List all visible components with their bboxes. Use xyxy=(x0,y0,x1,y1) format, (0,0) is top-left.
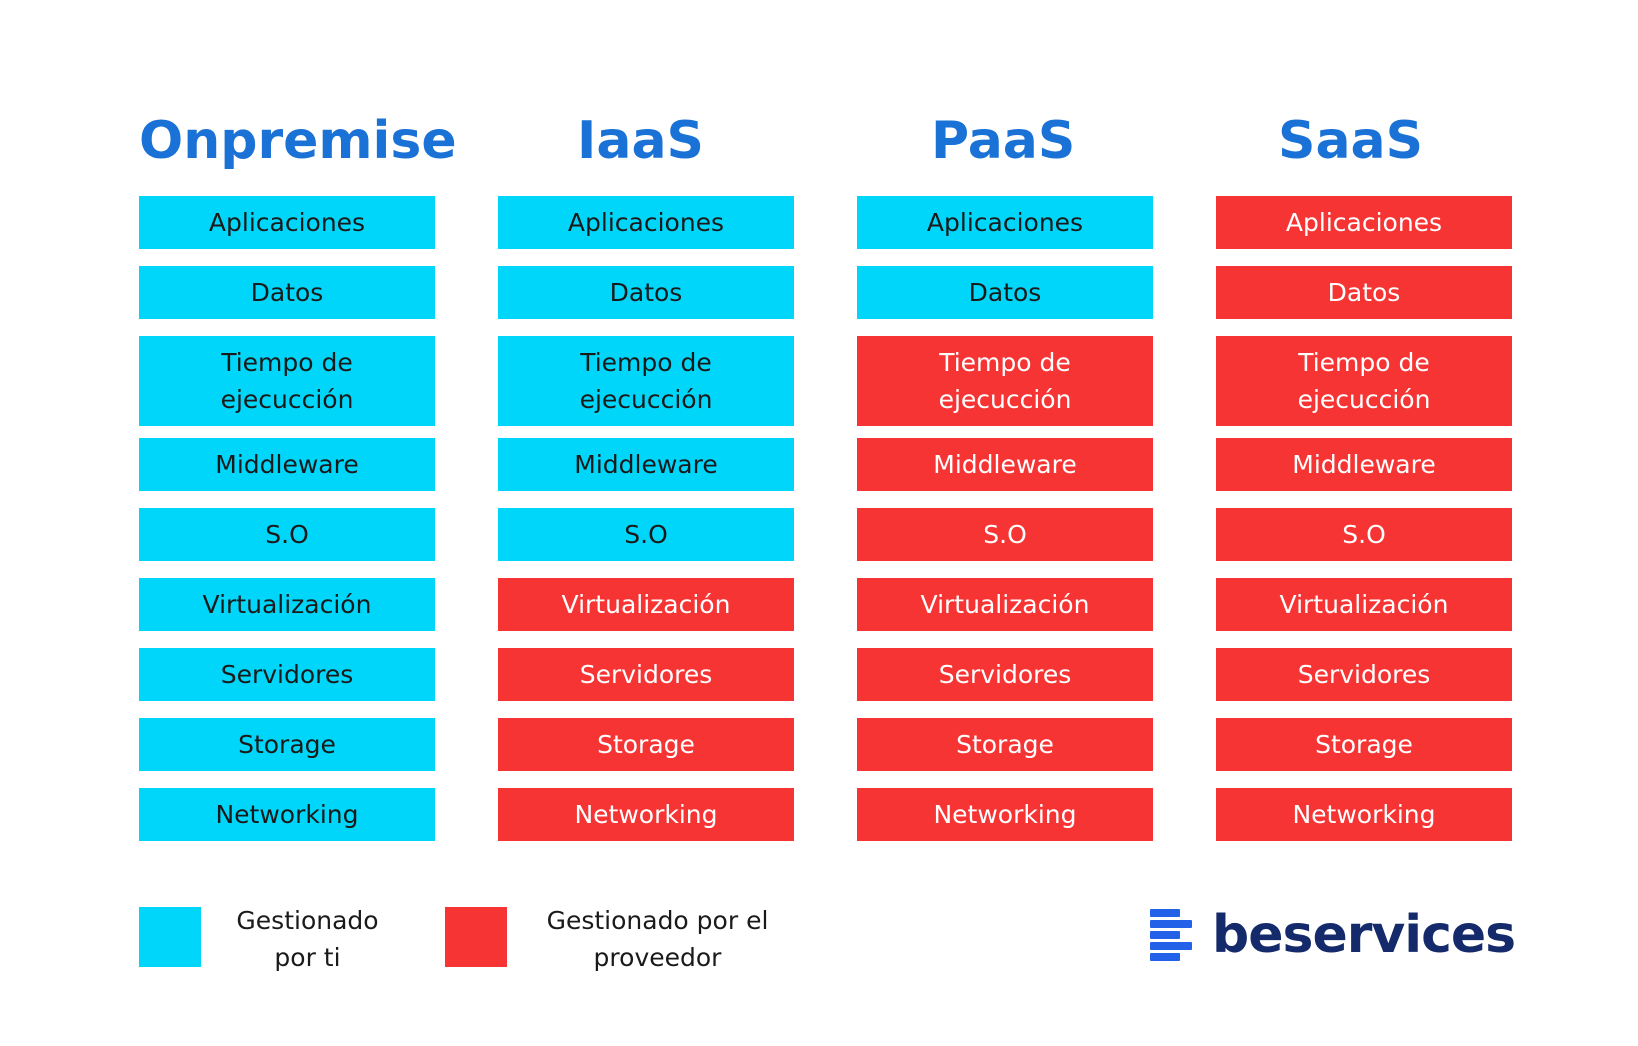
layer-label: Virtualización xyxy=(920,590,1090,619)
layer-cell: Servidores xyxy=(1216,648,1512,701)
layer-label: Networking xyxy=(215,800,359,829)
layer-label: Storage xyxy=(956,730,1054,759)
legend-label-provider: Gestionado por el proveedor xyxy=(546,906,769,972)
layer-cell: S.O xyxy=(498,508,794,561)
layer-label: Networking xyxy=(574,800,718,829)
layer-label: Virtualización xyxy=(561,590,731,619)
layer-cell: Tiempo de ejecucción xyxy=(857,336,1153,426)
layer-cell: Virtualización xyxy=(498,578,794,631)
layer-cell: Storage xyxy=(139,718,435,771)
stacked-bars-icon xyxy=(1150,909,1200,961)
column-title: PaaS xyxy=(931,111,1076,171)
layer-cell: Networking xyxy=(1216,788,1512,841)
layer-label: Virtualización xyxy=(1279,590,1449,619)
layer-label: Tiempo de ejecucción xyxy=(1297,348,1431,414)
layer-cell: Tiempo de ejecucción xyxy=(1216,336,1512,426)
layer-cell: Aplicaciones xyxy=(857,196,1153,249)
layer-label: Servidores xyxy=(1297,660,1431,689)
layer-label: Storage xyxy=(1315,730,1413,759)
layer-label: Middleware xyxy=(1292,450,1436,479)
layer-cell: Middleware xyxy=(498,438,794,491)
layer-label: Datos xyxy=(609,278,683,307)
layer-label: Datos xyxy=(250,278,324,307)
layer-cell: Middleware xyxy=(857,438,1153,491)
layer-label: Tiempo de ejecucción xyxy=(220,348,354,414)
layer-label: Datos xyxy=(968,278,1042,307)
layer-label: Aplicaciones xyxy=(926,208,1084,237)
layer-label: Virtualización xyxy=(202,590,372,619)
layer-cell: Storage xyxy=(857,718,1153,771)
layer-cell: Networking xyxy=(498,788,794,841)
layer-cell: Tiempo de ejecucción xyxy=(498,336,794,426)
layer-label: Aplicaciones xyxy=(208,208,366,237)
column-title: Onpremise xyxy=(139,111,457,171)
layer-cell: Networking xyxy=(139,788,435,841)
layer-cell: Servidores xyxy=(498,648,794,701)
layer-label: Servidores xyxy=(220,660,354,689)
layer-label: Datos xyxy=(1327,278,1401,307)
layer-cell: Datos xyxy=(857,266,1153,319)
column-title: IaaS xyxy=(577,111,704,171)
layer-label: Networking xyxy=(933,800,1077,829)
layer-label: Middleware xyxy=(574,450,718,479)
layer-label: Tiempo de ejecucción xyxy=(938,348,1072,414)
brand-logo: beservices xyxy=(1150,905,1516,965)
layer-label: Storage xyxy=(597,730,695,759)
layer-cell: S.O xyxy=(139,508,435,561)
layer-cell: Virtualización xyxy=(857,578,1153,631)
layer-label: Servidores xyxy=(938,660,1072,689)
layer-cell: Datos xyxy=(139,266,435,319)
legend-swatch-you xyxy=(139,907,201,967)
legend-label-you: Gestionado por ti xyxy=(236,906,379,972)
layer-label: S.O xyxy=(1342,520,1386,549)
column-title: SaaS xyxy=(1278,111,1424,171)
layer-label: Middleware xyxy=(933,450,1077,479)
layer-cell: Storage xyxy=(1216,718,1512,771)
layer-label: Tiempo de ejecucción xyxy=(579,348,713,414)
layer-label: Middleware xyxy=(215,450,359,479)
layer-label: Aplicaciones xyxy=(1285,208,1443,237)
layer-label: S.O xyxy=(624,520,668,549)
layer-label: Networking xyxy=(1292,800,1436,829)
layer-cell: Aplicaciones xyxy=(1216,196,1512,249)
layer-label: Servidores xyxy=(579,660,713,689)
layer-label: S.O xyxy=(265,520,309,549)
layer-cell: S.O xyxy=(857,508,1153,561)
layer-cell: Aplicaciones xyxy=(498,196,794,249)
layer-label: Storage xyxy=(238,730,336,759)
layer-cell: Networking xyxy=(857,788,1153,841)
layer-cell: Servidores xyxy=(857,648,1153,701)
layer-cell: Aplicaciones xyxy=(139,196,435,249)
layer-cell: Middleware xyxy=(139,438,435,491)
layer-cell: Tiempo de ejecucción xyxy=(139,336,435,426)
layer-cell: Datos xyxy=(1216,266,1512,319)
layer-cell: Storage xyxy=(498,718,794,771)
layer-cell: Virtualización xyxy=(139,578,435,631)
brand-name: beservices xyxy=(1212,905,1516,965)
layer-cell: Datos xyxy=(498,266,794,319)
layer-label: S.O xyxy=(983,520,1027,549)
layer-cell: Virtualización xyxy=(1216,578,1512,631)
layer-cell: Middleware xyxy=(1216,438,1512,491)
legend-swatch-provider xyxy=(445,907,507,967)
layer-cell: Servidores xyxy=(139,648,435,701)
layer-cell: S.O xyxy=(1216,508,1512,561)
layer-label: Aplicaciones xyxy=(567,208,725,237)
